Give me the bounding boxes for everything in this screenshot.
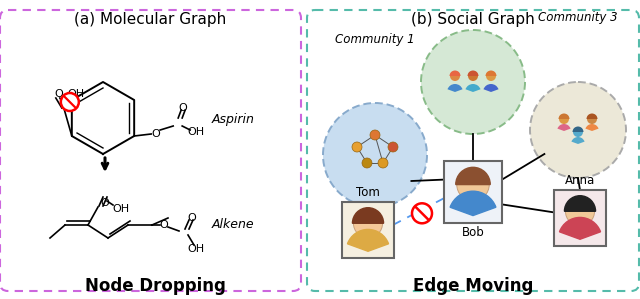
Wedge shape (573, 126, 584, 132)
Text: Tom: Tom (356, 185, 380, 199)
Wedge shape (449, 71, 461, 76)
Wedge shape (559, 217, 600, 239)
Text: (a) Molecular Graph: (a) Molecular Graph (74, 12, 226, 27)
FancyBboxPatch shape (307, 10, 639, 291)
Text: Community 3: Community 3 (538, 11, 618, 24)
Circle shape (352, 142, 362, 152)
Text: O: O (152, 129, 161, 139)
Circle shape (587, 114, 597, 124)
Wedge shape (348, 229, 388, 251)
Text: Community 1: Community 1 (335, 33, 415, 46)
Wedge shape (586, 124, 598, 131)
Wedge shape (450, 191, 496, 216)
Circle shape (421, 30, 525, 134)
FancyBboxPatch shape (444, 161, 502, 223)
Text: Node Dropping: Node Dropping (84, 277, 225, 295)
FancyBboxPatch shape (0, 10, 301, 291)
Circle shape (61, 93, 79, 111)
Text: O: O (159, 220, 168, 230)
Text: Bob: Bob (461, 227, 484, 239)
Circle shape (573, 127, 583, 137)
Wedge shape (564, 196, 596, 211)
Text: Anna: Anna (565, 173, 595, 187)
Text: (b) Social Graph: (b) Social Graph (411, 12, 535, 27)
FancyBboxPatch shape (342, 202, 394, 258)
Text: OH: OH (188, 127, 205, 137)
Text: Aspirin: Aspirin (212, 114, 255, 126)
Circle shape (370, 130, 380, 140)
Wedge shape (465, 84, 481, 92)
Text: O: O (179, 103, 188, 113)
Circle shape (353, 209, 383, 238)
Wedge shape (467, 71, 479, 76)
Text: Alkene: Alkene (212, 219, 254, 231)
Wedge shape (559, 114, 570, 119)
Circle shape (566, 197, 595, 226)
Circle shape (388, 142, 398, 152)
Wedge shape (353, 208, 383, 223)
Circle shape (362, 158, 372, 168)
Wedge shape (483, 84, 499, 92)
Text: OH: OH (67, 89, 84, 99)
FancyBboxPatch shape (554, 190, 606, 246)
Text: OH: OH (113, 204, 129, 214)
Text: O: O (54, 89, 63, 99)
Circle shape (468, 71, 478, 81)
Text: O: O (188, 213, 196, 223)
Circle shape (486, 71, 496, 81)
Wedge shape (557, 124, 571, 131)
Circle shape (457, 168, 489, 201)
Text: OH: OH (188, 244, 205, 254)
Wedge shape (486, 71, 497, 76)
Text: O: O (100, 198, 109, 208)
Wedge shape (456, 167, 490, 184)
Wedge shape (447, 84, 463, 92)
Text: Edge Moving: Edge Moving (413, 277, 533, 295)
Circle shape (323, 103, 427, 207)
Circle shape (530, 82, 626, 178)
Circle shape (450, 71, 460, 81)
Wedge shape (572, 137, 584, 144)
Circle shape (559, 114, 569, 124)
Wedge shape (586, 114, 598, 119)
Circle shape (378, 158, 388, 168)
Circle shape (412, 203, 432, 223)
